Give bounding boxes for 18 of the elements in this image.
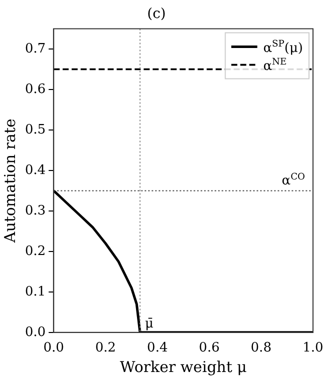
y-tick-label: 0.7: [24, 41, 46, 56]
x-tick-label: 0.0: [43, 340, 64, 356]
y-tick-label: 0.0: [24, 324, 46, 340]
y-tick-label: 0.1: [24, 284, 46, 300]
chart-title: (c): [147, 6, 166, 22]
x-tick-label: 0.2: [95, 340, 116, 356]
x-axis-title: Worker weight μ: [120, 358, 247, 376]
x-tick-label: 0.6: [198, 340, 220, 356]
y-tick-label: 0.6: [24, 82, 46, 97]
y-tick-label: 0.4: [24, 162, 46, 178]
x-tick-label: 0.4: [147, 340, 168, 356]
y-tick-label: 0.3: [24, 203, 46, 218]
ref-line-label: μ̄: [145, 316, 154, 332]
y-tick-label: 0.2: [24, 244, 46, 259]
y-axis-title: Automation rate: [0, 118, 19, 244]
y-tick-label: 0.5: [24, 122, 46, 138]
x-tick-label: 0.8: [250, 340, 272, 356]
x-tick-label: 1.0: [302, 340, 324, 356]
